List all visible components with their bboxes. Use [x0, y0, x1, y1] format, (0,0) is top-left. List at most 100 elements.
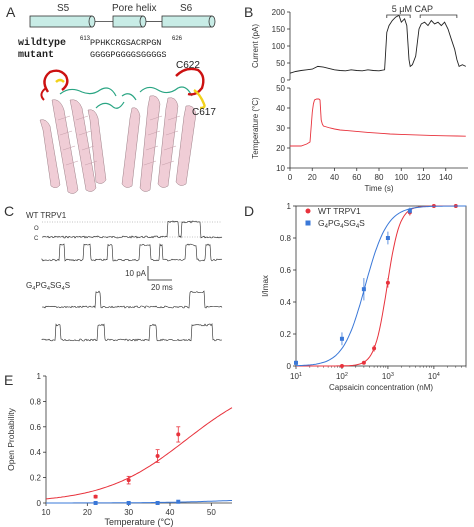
mutant-label: mutant [18, 50, 54, 61]
s5-cylinder-icon [29, 15, 96, 28]
d-legend-mutant-label-part: PG [328, 218, 340, 228]
d-y-label: I/Imax [261, 275, 270, 297]
b-cap-application-bar [386, 14, 411, 18]
c-open-mark: O [34, 226, 39, 232]
panel-a-figure: S5 Pore helix S6 wildtype mutant 613 PPH… [18, 3, 216, 194]
d-y-tick-label: 0.8 [280, 234, 292, 243]
panel-letter-e: E [4, 372, 14, 388]
b-bottom-y-tick-label: 40 [276, 104, 285, 113]
b-cap-application-bar [419, 14, 458, 18]
b-top-y-label: Current (pA) [251, 24, 260, 68]
wt-start-index: 613 [80, 36, 91, 42]
panel-letter-b: B [244, 4, 254, 20]
d-point-mutant [385, 236, 390, 240]
e-x-tick-label: 50 [207, 508, 216, 517]
e-x-tick-label: 40 [166, 508, 175, 517]
d-legend-mutant-label-part: SG [344, 218, 356, 228]
c-mutant-label-part: S [65, 281, 70, 290]
b-x-tick-label: 120 [417, 173, 431, 182]
d-y-tick-label: 0.2 [280, 330, 292, 339]
d-x-tick-label: 104 [428, 372, 440, 381]
e-x-label: Temperature (°C) [104, 517, 173, 527]
c-mutant-label-part: PG [35, 281, 47, 290]
pore-helix-cylinder-icon [112, 15, 147, 28]
e-y-tick-label: 0 [37, 499, 42, 508]
d-legend-wt-marker [305, 208, 311, 214]
d-point-mutant [339, 336, 344, 341]
panel-e-chart: 0 0.2 0.4 0.6 0.8 1 Open Probability 10 20 30 40 50… [6, 372, 233, 527]
d-point-mutant [294, 360, 298, 365]
b-bottom-y-tick-label: 10 [276, 164, 285, 173]
e-y-tick-label: 0.4 [30, 448, 42, 457]
c-scale-bar [147, 266, 172, 281]
d-legend-wt-label: WT TRPV1 [318, 206, 361, 216]
b-bottom-y-tick-label: 30 [276, 124, 285, 133]
label-s5: S5 [57, 3, 70, 14]
d-legend-mutant-marker [305, 220, 311, 226]
e-point-mutant [93, 501, 98, 505]
b-top-y-tick-label: 50 [276, 59, 285, 68]
b-bottom-y-tick-label: 50 [276, 84, 285, 93]
channel-structure-icon [39, 67, 206, 194]
e-x-tick-label: 10 [42, 508, 51, 517]
b-current-trace [289, 14, 467, 74]
b-x-tick-label: 20 [308, 173, 317, 182]
b-x-tick-label: 0 [288, 173, 293, 182]
b-top-y-tick-label: 100 [272, 42, 286, 51]
d-legend-mutant-label: G4PG4SG4S [318, 218, 365, 230]
d-x-tick-exponent: 3 [391, 372, 394, 378]
d-x-tick-label: 102 [336, 372, 348, 381]
d-x-label: Capsaicin concentration (nM) [329, 383, 433, 392]
mutant-sequence: GGGGPGGGGSGGGGS [90, 50, 167, 60]
c-mutant-label-part: SG [50, 281, 62, 290]
label-s6: S6 [180, 3, 193, 14]
panel-d-chart: 0 0.2 0.4 0.6 0.8 1 I/Imax 101 102 103 104 Capsaici… [261, 202, 467, 392]
d-y-tick-label: 0.6 [280, 266, 292, 275]
e-fit-curve [45, 407, 233, 500]
b-x-tick-label: 100 [395, 173, 409, 182]
panel-letter-a: A [6, 4, 16, 20]
panel-letter-c: C [4, 203, 15, 219]
e-point-mutant [126, 501, 131, 505]
c-mutant-label-part: 4 [47, 286, 50, 292]
c-mutant-trace-1 [41, 290, 223, 309]
d-x-tick-exponent: 4 [437, 372, 440, 378]
s6-cylinder-icon [161, 15, 216, 28]
c-scale-current-label: 10 pA [125, 269, 147, 278]
b-temperature-trace [290, 98, 466, 147]
b-cap-annotation: 5 μM CAP [392, 4, 433, 14]
e-y-label: Open Probability [6, 407, 16, 471]
c-scale-time-label: 20 ms [151, 283, 173, 292]
c-wt-label: WT TRPV1 [26, 211, 67, 220]
c-wt-trace-1 [41, 220, 223, 239]
e-x-tick-label: 20 [83, 508, 92, 517]
c-mutant-label-part: 4 [62, 286, 65, 292]
d-point-wt [385, 280, 390, 285]
b-x-tick-label: 60 [352, 173, 361, 182]
d-legend-mutant-label-part: 4 [325, 224, 329, 230]
c-mutant-trace-2 [41, 323, 223, 342]
d-point-mutant [361, 287, 366, 292]
c-wt-trace-2 [41, 243, 223, 262]
e-point-wt [126, 478, 131, 483]
b-x-label: Time (s) [364, 184, 393, 193]
d-plot-frame [295, 205, 467, 367]
label-c622: C622 [176, 60, 200, 71]
e-point-wt [155, 454, 160, 459]
label-pore-helix: Pore helix [112, 3, 156, 14]
e-point-mutant [176, 499, 181, 504]
c-mutant-label: G4PG4SG4S [26, 281, 70, 292]
d-x-tick-label: 101 [290, 372, 302, 381]
b-bottom-y-label: Temperature (°C) [251, 97, 260, 159]
d-x-tick-exponent: 1 [299, 372, 302, 378]
e-y-tick-label: 1 [37, 372, 42, 381]
d-point-wt [361, 360, 366, 365]
wildtype-label: wildtype [18, 37, 66, 49]
d-fit-curve [296, 205, 466, 367]
b-x-tick-label: 80 [375, 173, 384, 182]
label-c617: C617 [192, 107, 216, 118]
b-top-y-tick-label: 0 [281, 76, 286, 85]
e-x-tick-label: 30 [124, 508, 133, 517]
